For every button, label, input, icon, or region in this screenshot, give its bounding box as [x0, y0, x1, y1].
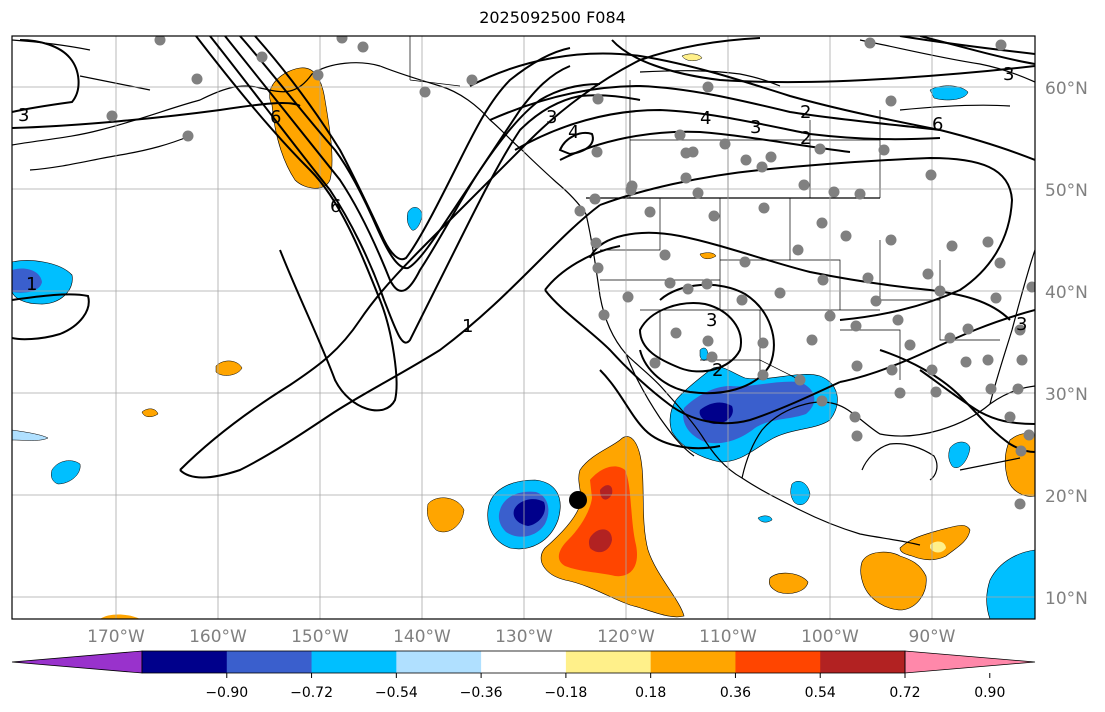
contour-label: 1 [462, 316, 473, 337]
latitude-label: 60°N [1045, 79, 1088, 99]
colorbar-tick-label: 0.90 [974, 685, 1005, 701]
colorbar-tick-label: −0.18 [544, 685, 587, 701]
contour-label: 4 [700, 108, 711, 129]
contour-label: 2 [800, 102, 811, 123]
longitude-axis: 170°W 160°W 150°W 140°W 130°W 120°W 110°… [87, 627, 956, 647]
contour-label: 1 [26, 274, 37, 295]
longitude-label: 150°W [291, 627, 349, 647]
colorbar-cell [311, 651, 397, 673]
longitude-label: 160°W [189, 627, 247, 647]
colorbar-tick-label: 0.36 [720, 685, 751, 701]
colorbar-tick-label: −0.36 [460, 685, 503, 701]
contour-label: 3 [750, 117, 761, 138]
contour-label: 3 [1003, 64, 1014, 85]
colorbar: −0.90 −0.72 −0.54 −0.36 −0.18 0.18 0.36 0.54 0.7… [11, 650, 1036, 701]
latitude-label: 50°N [1045, 181, 1088, 201]
colorbar-cell [396, 651, 482, 673]
longitude-label: 100°W [801, 627, 859, 647]
colorbar-cell [481, 651, 567, 673]
contour-label: 3 [546, 107, 557, 128]
longitude-label: 120°W [597, 627, 655, 647]
contour-label: 2 [800, 128, 811, 149]
longitude-label: 170°W [87, 627, 145, 647]
contour-label: 3 [18, 105, 29, 126]
longitude-label: 140°W [393, 627, 451, 647]
contour-label: 6 [932, 114, 943, 135]
colorbar-outline [141, 650, 906, 674]
colorbar-tick-label: 0.54 [805, 685, 836, 701]
contour-label: 3 [706, 310, 717, 331]
colorbar-cell [735, 651, 821, 673]
colorbar-tick-label: −0.54 [375, 685, 418, 701]
longitude-label: 90°W [909, 627, 956, 647]
anomaly-shading [12, 53, 1035, 619]
latitude-axis: 60°N 50°N 40°N 30°N 20°N 10°N [1045, 79, 1088, 609]
contour-label: 6 [330, 196, 341, 217]
colorbar-cell [650, 651, 736, 673]
station-markers [106, 36, 1035, 510]
contour-label: 6 [270, 107, 281, 128]
colorbar-cell [226, 651, 313, 673]
longitude-label: 110°W [699, 627, 757, 647]
contour-lines [12, 36, 1035, 479]
contour-label-layer: 3 6 1 3 4 1 3 2 4 3 2 6 6 3 3 2 [18, 64, 1027, 381]
colorbar-tick-label: −0.90 [205, 685, 248, 701]
contour-label: 3 [1016, 314, 1027, 335]
latitude-label: 20°N [1045, 487, 1088, 507]
gridlines [12, 36, 1035, 619]
map-frame [11, 35, 1036, 620]
latitude-label: 30°N [1045, 385, 1088, 405]
colorbar-extend-low [11, 650, 143, 674]
storm-center-marker [569, 491, 587, 509]
latitude-label: 40°N [1045, 283, 1088, 303]
colorbar-extend-high [904, 650, 1036, 674]
colorbar-cell [565, 651, 652, 673]
colorbar-cell [820, 651, 906, 673]
longitude-label: 130°W [495, 627, 553, 647]
latitude-label: 10°N [1045, 589, 1088, 609]
contour-label: 2 [712, 360, 723, 381]
colorbar-tick-label: −0.72 [290, 685, 333, 701]
colorbar-tick-label: 0.18 [635, 685, 666, 701]
contour-label: 4 [568, 122, 579, 143]
colorbar-tick-label: 0.72 [889, 685, 920, 701]
colorbar-cell [142, 651, 228, 673]
map-title: 2025092500 F084 [479, 8, 626, 27]
